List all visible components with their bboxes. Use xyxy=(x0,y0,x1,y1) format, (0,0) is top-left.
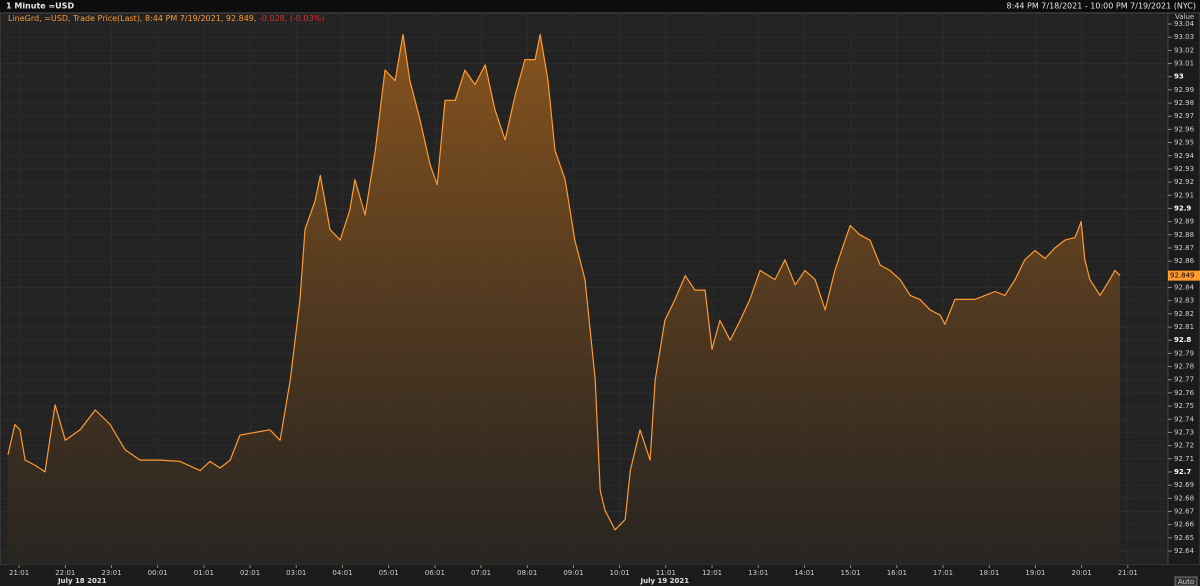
scale-mode[interactable]: Auto xyxy=(1178,578,1194,586)
x-tick-label: 12:01 xyxy=(702,569,722,577)
x-tick-label: 23:01 xyxy=(101,569,121,577)
x-tick-label: 05:01 xyxy=(379,569,399,577)
header-range: 8:44 PM 7/18/2021 - 10:00 PM 7/19/2021 (… xyxy=(1007,2,1196,11)
y-tick-label: 92.88 xyxy=(1174,231,1194,239)
y-tick-label: 92.66 xyxy=(1174,521,1195,529)
legend-text: LineGrd, =USD, Trade Price(Last), 8:44 P… xyxy=(8,14,256,23)
x-tick-label: 06:01 xyxy=(425,569,445,577)
y-tick-label: 92.7 xyxy=(1174,468,1191,476)
x-tick-label: 19:01 xyxy=(1025,569,1045,577)
x-tick-label: 22:01 xyxy=(55,569,75,577)
x-tick-label: 21:01 xyxy=(9,569,29,577)
x-tick-label: 07:01 xyxy=(471,569,491,577)
last-value-label: 92.849 xyxy=(1170,272,1195,280)
y-tick-label: 92.97 xyxy=(1174,112,1194,120)
x-tick-label: 14:01 xyxy=(794,569,814,577)
y-tick-label: 92.98 xyxy=(1174,99,1194,107)
y-tick-label: 93 xyxy=(1174,73,1184,81)
area-fill xyxy=(8,34,1120,565)
x-tick-label: 16:01 xyxy=(887,569,907,577)
top-bar xyxy=(0,0,1200,12)
y-tick-label: 92.89 xyxy=(1174,218,1194,226)
y-tick-label: 92.78 xyxy=(1174,363,1194,371)
y-tick-label: 92.73 xyxy=(1174,428,1194,436)
x-tick-label: 11:01 xyxy=(656,569,676,577)
y-tick-label: 92.69 xyxy=(1174,481,1194,489)
y-tick-label: 93.04 xyxy=(1174,20,1195,28)
price-line xyxy=(7,33,1121,531)
y-axis-label: Value xyxy=(1175,13,1194,21)
y-tick-label: 92.81 xyxy=(1174,323,1194,331)
legend-change: -0.028, (-0.03%) xyxy=(259,14,324,23)
x-tick-label: 20:01 xyxy=(1072,569,1092,577)
y-tick-label: 92.82 xyxy=(1174,310,1194,318)
y-tick-label: 92.92 xyxy=(1174,178,1194,186)
y-tick-label: 92.9 xyxy=(1174,204,1191,212)
date-label: July 18 2021 xyxy=(57,577,107,585)
x-tick-label: 03:01 xyxy=(286,569,306,577)
y-tick-label: 93.02 xyxy=(1174,46,1194,54)
legend: LineGrd, =USD, Trade Price(Last), 8:44 P… xyxy=(8,14,324,23)
scale-mode-button[interactable] xyxy=(1174,576,1198,586)
y-tick-label: 92.79 xyxy=(1174,349,1194,357)
x-tick-label: 15:01 xyxy=(841,569,861,577)
y-tick-label: 92.87 xyxy=(1174,244,1194,252)
y-tick-label: 92.96 xyxy=(1174,125,1195,133)
y-tick-label: 92.93 xyxy=(1174,165,1194,173)
y-tick-label: 92.71 xyxy=(1174,455,1194,463)
y-tick-label: 92.83 xyxy=(1174,297,1194,305)
x-tick-label: 13:01 xyxy=(748,569,768,577)
y-tick-label: 92.94 xyxy=(1174,152,1195,160)
y-tick-label: 93.01 xyxy=(1174,60,1194,68)
y-tick-label: 92.86 xyxy=(1174,257,1195,265)
x-axis-panel xyxy=(0,565,1200,586)
y-tick-label: 92.65 xyxy=(1174,534,1194,542)
x-tick-label: 00:01 xyxy=(148,569,168,577)
y-tick-label: 92.99 xyxy=(1174,86,1194,94)
y-tick-label: 92.68 xyxy=(1174,494,1194,502)
y-tick-label: 93.03 xyxy=(1174,33,1194,41)
y-tick-label: 92.77 xyxy=(1174,376,1194,384)
y-tick-label: 92.84 xyxy=(1174,284,1195,292)
x-tick-label: 01:01 xyxy=(194,569,214,577)
y-tick-label: 92.67 xyxy=(1174,507,1194,515)
y-tick-label: 92.64 xyxy=(1174,547,1195,555)
plot xyxy=(0,13,1168,565)
x-tick-label: 17:01 xyxy=(933,569,953,577)
last-value-box xyxy=(1168,270,1200,281)
x-tick-label: 04:01 xyxy=(332,569,352,577)
x-tick-label: 02:01 xyxy=(240,569,260,577)
y-tick-label: 92.75 xyxy=(1174,402,1194,410)
header-title: 1 Minute =USD xyxy=(6,2,74,11)
y-tick-label: 92.76 xyxy=(1174,389,1195,397)
y-axis-panel xyxy=(1167,12,1200,566)
y-tick-label: 92.74 xyxy=(1174,415,1195,423)
y-tick-label: 92.8 xyxy=(1174,336,1191,344)
y-tick-label: 92.72 xyxy=(1174,442,1194,450)
x-tick-label: 08:01 xyxy=(517,569,537,577)
x-tick-label: 18:01 xyxy=(979,569,999,577)
y-tick-label: 92.95 xyxy=(1174,139,1194,147)
y-tick-label: 92.91 xyxy=(1174,191,1194,199)
x-tick-label: 10:01 xyxy=(610,569,630,577)
x-tick-label: 09:01 xyxy=(563,569,583,577)
x-tick-label: 21:01 xyxy=(1118,569,1138,577)
date-label: July 19 2021 xyxy=(640,577,690,585)
